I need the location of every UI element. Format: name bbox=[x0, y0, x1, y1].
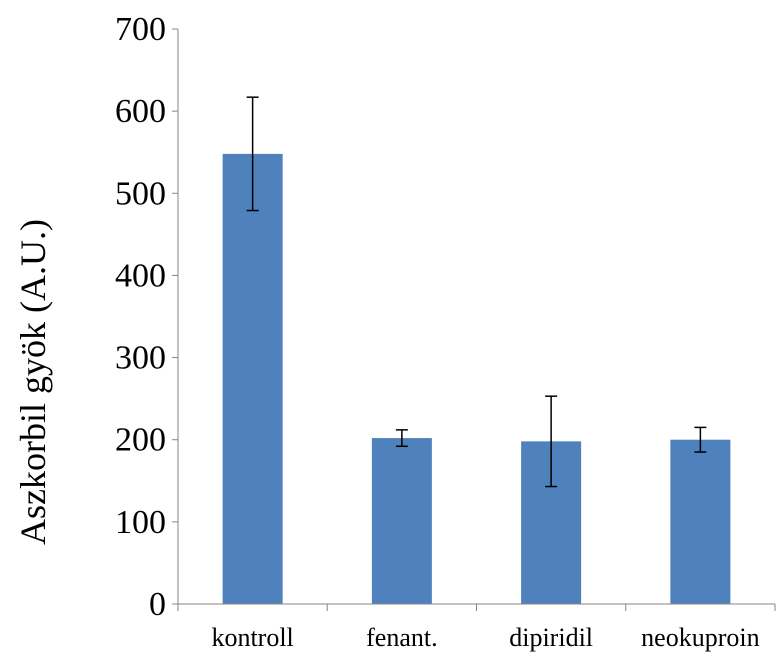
x-axis-labels: kontroll fenant. dipiridil neokuproin bbox=[211, 623, 759, 652]
bar-fenant. bbox=[371, 438, 432, 604]
y-axis-ticks: 0 100 200 300 400 500 600 700 bbox=[115, 11, 179, 623]
bar-kontroll bbox=[222, 153, 283, 604]
bar-neokuproin bbox=[670, 439, 731, 604]
y-tick-label: 100 bbox=[115, 504, 166, 541]
y-axis-title: Aszkorbil gyök (A.U.) bbox=[13, 219, 53, 545]
error-bars bbox=[246, 96, 707, 488]
y-axis-title-group: Aszkorbil gyök (A.U.) bbox=[13, 219, 53, 545]
y-tick-label: 300 bbox=[115, 340, 166, 377]
x-tick-label: fenant. bbox=[366, 623, 437, 652]
x-tick-label: dipiridil bbox=[509, 623, 593, 652]
y-tick-label: 600 bbox=[115, 93, 166, 130]
y-tick-label: 500 bbox=[115, 175, 166, 212]
x-tick-label: kontroll bbox=[211, 623, 293, 652]
bars bbox=[222, 153, 731, 604]
y-tick-label: 200 bbox=[115, 422, 166, 459]
y-tick-label: 700 bbox=[115, 11, 166, 48]
x-tick-label: neokuproin bbox=[641, 623, 759, 652]
x-axis bbox=[177, 603, 776, 611]
y-tick-label: 0 bbox=[149, 586, 166, 623]
y-tick-label: 400 bbox=[115, 257, 166, 294]
